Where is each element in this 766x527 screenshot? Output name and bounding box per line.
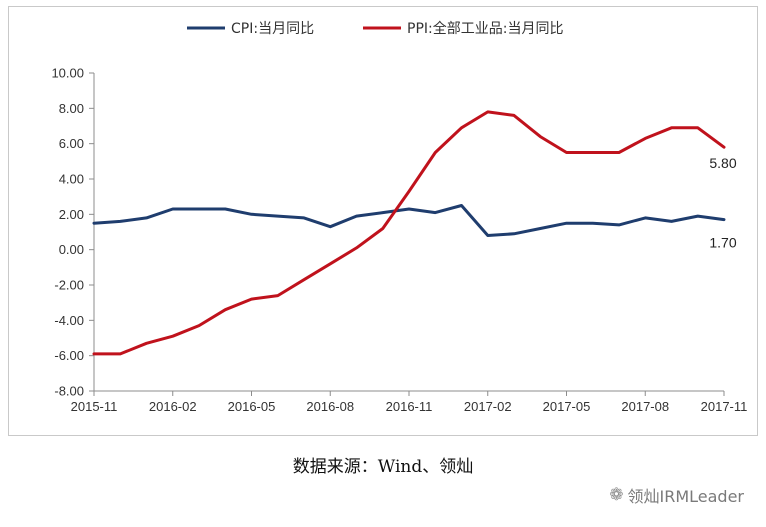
end-data-label: 1.70	[709, 235, 736, 251]
legend-label: PPI:全部工业品:当月同比	[407, 20, 563, 37]
line-chart: 10.00 8.00 6.00 4.00 2.00 0.00 -2.00 -4.00 -6.00…	[51, 20, 747, 415]
series-layer	[92, 110, 726, 356]
x-tick-label: 2017-08	[621, 399, 669, 414]
x-tick-label: 2015-11	[71, 399, 118, 414]
y-tick-label: 0.00	[59, 242, 84, 257]
y-tick-label: 2.00	[59, 207, 84, 222]
y-tick-label: -8.00	[54, 384, 84, 399]
x-tick-label: 2016-02	[149, 399, 197, 414]
data-labels: 1.70 5.80	[709, 155, 736, 250]
y-tick-label: 8.00	[59, 101, 84, 116]
chart-frame: 10.00 8.00 6.00 4.00 2.00 0.00 -2.00 -4.00 -6.00…	[8, 6, 758, 436]
legend-label: CPI:当月同比	[231, 21, 314, 37]
x-tick-label: 2017-02	[464, 399, 512, 414]
x-tick-label: 2016-11	[386, 399, 433, 414]
source-caption: 数据来源：Wind、领灿	[292, 457, 474, 477]
y-tick-label: 6.00	[59, 136, 84, 151]
x-tick-label: 2017-05	[543, 399, 591, 414]
x-tick-label: 2016-08	[306, 399, 354, 414]
watermark-text: 领灿IRMLeader	[627, 487, 744, 506]
y-tick-label: -4.00	[54, 313, 84, 328]
y-tick-label: 4.00	[59, 172, 84, 187]
series-line-cpi	[92, 204, 726, 237]
end-data-label: 5.80	[709, 155, 736, 171]
x-tick-label: 2016-05	[228, 399, 276, 414]
x-tick-label: 2017-11	[701, 399, 748, 414]
series-line-ppi	[92, 110, 726, 356]
axes: 10.00 8.00 6.00 4.00 2.00 0.00 -2.00 -4.00 -6.00…	[51, 66, 747, 415]
wechat-icon: ❁	[609, 485, 624, 505]
y-tick-label: -6.00	[54, 348, 84, 363]
legend: CPI:当月同比 PPI:全部工业品:当月同比	[187, 20, 563, 37]
y-tick-label: -2.00	[54, 278, 84, 293]
watermark: ❁ 领灿IRMLeader	[609, 483, 744, 507]
y-tick-label: 10.00	[51, 66, 84, 81]
